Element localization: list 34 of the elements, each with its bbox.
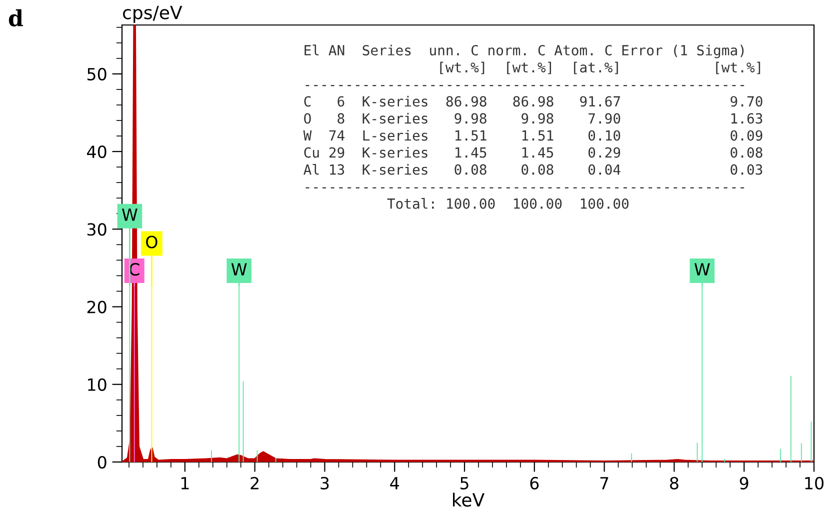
annotation: ----------------------------------------------------- bbox=[306, 85, 744, 86]
annotation: O 8 K-series 9.98 9.98 7.90 1.63 bbox=[304, 112, 762, 124]
annotation: [wt.%] [wt.%] [at.%] [wt.%] bbox=[440, 62, 760, 74]
y-tick-label: 30 bbox=[87, 223, 106, 236]
x-tick-label: 6 bbox=[530, 476, 539, 490]
annotation: El AN Series unn. C norm. C Atom. C Error (1 Sigma) bbox=[304, 44, 744, 58]
x-tick-label: 1 bbox=[181, 477, 189, 490]
annotation: W bbox=[231, 263, 247, 276]
annotation: W bbox=[122, 208, 138, 221]
y-tick-label: 50 bbox=[87, 68, 106, 80]
x-tick-label: 5 bbox=[460, 477, 468, 490]
annotation: C 6 K-series 86.98 86.98 91.67 9.70 bbox=[304, 96, 762, 107]
annotation: Total: 100.00 100.00 100.00 bbox=[387, 198, 629, 209]
annotation: C bbox=[129, 263, 140, 276]
x-tick-label: 3 bbox=[320, 476, 329, 490]
annotation: ----------------------------------------------------- bbox=[306, 187, 744, 188]
annotation: Cu 29 K-series 1.45 1.45 0.29 0.08 bbox=[304, 146, 762, 158]
y-tick-label: 0 bbox=[98, 456, 106, 469]
x-tick-label: 4 bbox=[390, 477, 399, 490]
x-tick-label: 8 bbox=[670, 476, 678, 490]
y-tick-label: 20 bbox=[87, 300, 106, 314]
y-axis-title: cps/eV bbox=[122, 6, 182, 23]
chart-title: d bbox=[8, 9, 24, 26]
annotation: Al 13 K-series 0.08 0.08 0.04 0.03 bbox=[304, 164, 762, 175]
annotation: O bbox=[146, 236, 158, 248]
x-axis-title: keV bbox=[453, 492, 484, 507]
x-tick-label: 2 bbox=[250, 476, 258, 490]
annotation: W 74 L-series 1.51 1.51 0.10 0.09 bbox=[303, 130, 762, 141]
x-tick-label: 9 bbox=[740, 476, 748, 490]
y-tick-label: 10 bbox=[88, 378, 106, 391]
annotation: W bbox=[694, 263, 710, 276]
x-tick-label: 7 bbox=[600, 477, 608, 490]
x-tick-label: 10 bbox=[805, 476, 824, 490]
y-tick-label: 40 bbox=[87, 145, 106, 158]
